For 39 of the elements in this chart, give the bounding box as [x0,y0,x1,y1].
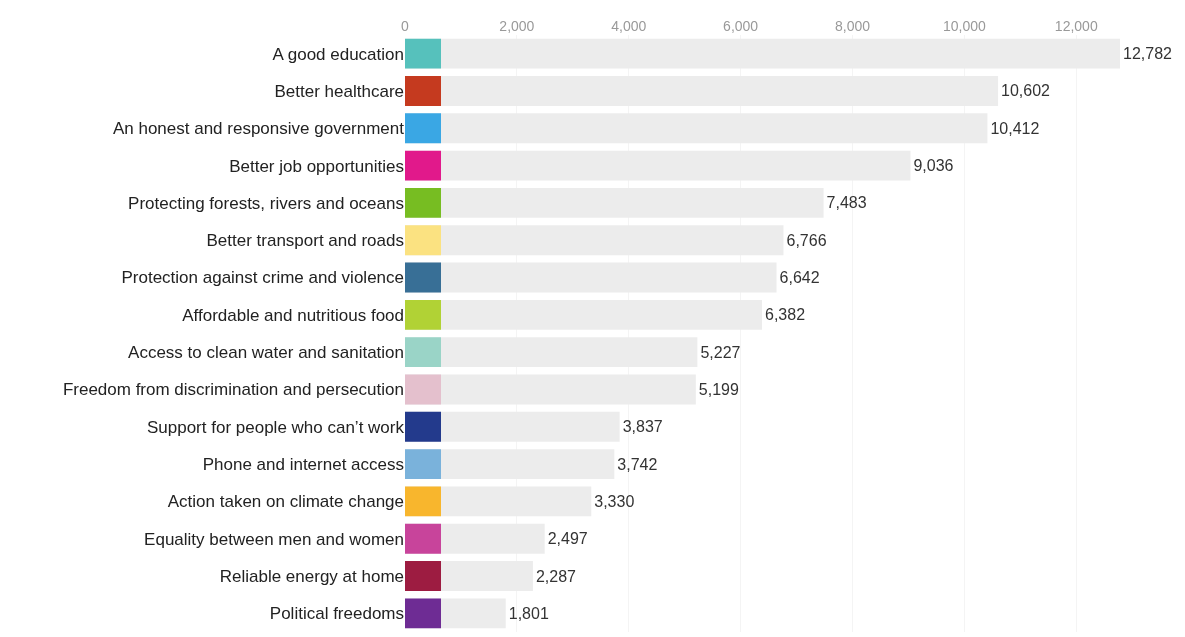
x-tick-label: 0 [401,18,410,35]
data-label: 10,412 [990,119,1040,137]
y-tick-label: Protection against crime and violence [121,268,404,288]
x-tick-label: 6,000 [723,18,759,35]
data-label: 10,602 [1001,82,1051,100]
y-tick-label: Better healthcare [274,81,404,101]
x-tick-label: 12,000 [1054,18,1098,35]
data-label: 7,483 [826,194,867,212]
y-tick-label: Better transport and roads [206,231,404,251]
y-tick-label: Equality between men and women [144,529,404,549]
y-tick-label: Phone and internet access [202,455,404,475]
y-tick-label: Protecting forests, rivers and oceans [128,193,404,213]
data-label: 5,199 [698,380,739,398]
y-tick-label: Access to clean water and sanitation [128,343,404,363]
y-tick-label: A good education [272,44,404,64]
data-label: 12,782 [1123,45,1173,63]
y-tick-label: An honest and responsive government [112,119,405,139]
x-tick-label: 4,000 [611,18,647,35]
data-label: 2,497 [547,530,588,548]
y-tick-label: Freedom from discrimination and persecution [62,380,404,400]
y-tick-label: Reliable energy at home [219,566,404,586]
x-tick-label: 2,000 [499,18,535,35]
data-label: 6,642 [779,269,820,287]
data-label: 6,382 [765,306,806,324]
data-label: 1,801 [508,604,549,622]
data-label: 3,837 [622,418,663,436]
data-label: 9,036 [913,157,954,175]
data-label: 3,742 [617,455,658,473]
y-tick-label: Support for people who can’t work [146,417,405,437]
x-tick-label: 8,000 [834,18,871,35]
y-tick-label: Better job opportunities [229,156,404,176]
x-tick-label: 10,000 [942,18,986,35]
data-label: 5,227 [700,343,741,361]
y-tick-label: Action taken on climate change [167,492,404,512]
data-label: 6,766 [786,231,827,249]
y-tick-label: Political freedoms [269,604,404,624]
y-tick-label: Affordable and nutritious food [182,305,404,325]
data-label: 3,330 [594,492,635,510]
data-label: 2,287 [535,567,577,585]
